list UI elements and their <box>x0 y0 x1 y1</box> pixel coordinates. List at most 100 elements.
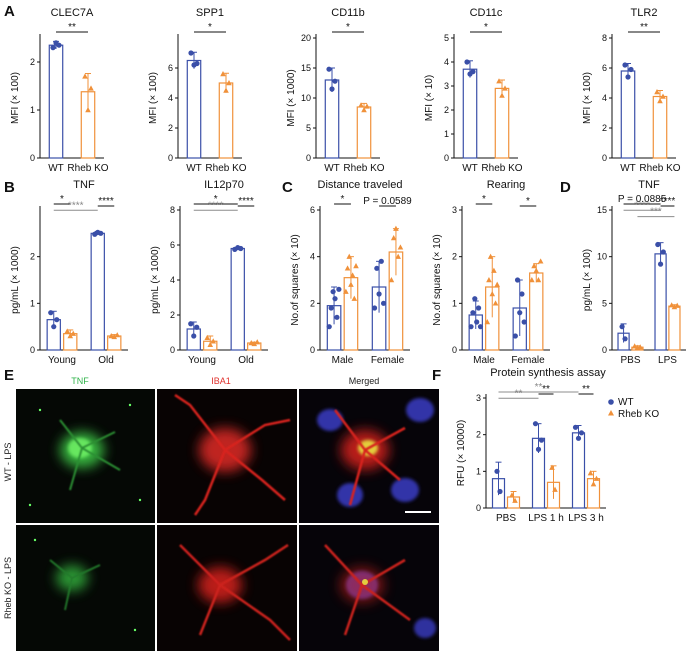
significance-label: * <box>346 22 350 33</box>
data-point <box>388 277 395 283</box>
y-tick-label: 0 <box>452 345 457 355</box>
data-point <box>578 430 585 436</box>
data-point <box>475 305 482 311</box>
panel-letter-d: D <box>560 179 571 196</box>
category-label: PBS <box>620 355 640 366</box>
data-point <box>353 263 359 269</box>
micro-col-iba1: IBA1 <box>211 376 231 386</box>
y-axis-label: pg/mL (× 1000) <box>10 246 21 314</box>
data-point <box>491 267 497 273</box>
data-point <box>380 300 387 306</box>
data-point <box>517 310 523 316</box>
data-point <box>660 249 666 255</box>
y-tick-label: 6 <box>310 205 315 215</box>
significance-label: ** <box>582 384 590 395</box>
data-point <box>56 42 62 48</box>
data-point <box>637 344 644 350</box>
y-tick-label: 0 <box>30 153 35 163</box>
data-point <box>497 488 503 495</box>
data-point <box>489 291 496 297</box>
y-tick-label: 3 <box>452 205 457 215</box>
significance-label: P = 0.0589 <box>363 196 412 207</box>
data-point <box>487 253 494 259</box>
data-point <box>470 69 476 75</box>
y-tick-label: 2 <box>444 105 449 115</box>
y-tick-label: 0 <box>170 345 175 355</box>
data-point <box>82 73 88 79</box>
chart-spp1: SPP1 0 2 4 6 MFI (× 100) WT Rheb KO * <box>148 7 247 174</box>
legend-ko-marker <box>608 410 614 416</box>
data-point <box>194 324 200 330</box>
data-point <box>519 291 525 297</box>
y-tick-label: 0 <box>444 153 449 163</box>
data-point <box>226 80 232 86</box>
bar <box>48 44 64 159</box>
data-point <box>326 324 332 330</box>
micrograph-wt-iba1 <box>157 389 297 523</box>
data-point <box>108 333 115 339</box>
y-tick-label: 0 <box>602 153 607 163</box>
data-point <box>210 338 217 344</box>
category-label: Young <box>188 355 216 366</box>
y-axis-label: MFI (× 100) <box>582 72 593 124</box>
data-point <box>512 333 518 339</box>
category-label: WT <box>186 163 202 174</box>
y-tick-label: 15 <box>301 63 311 73</box>
category-label: Rheb KO <box>67 163 108 174</box>
data-point <box>655 241 661 248</box>
y-tick-label: 2 <box>476 430 481 440</box>
data-point <box>207 341 214 347</box>
chart-cd11c: CD11c 0 1 2 3 4 5 MFI (× 10) WT Rheb KO * <box>424 7 523 174</box>
chart-title: Distance traveled <box>318 179 403 191</box>
significance-label: * <box>484 22 488 33</box>
data-point <box>98 230 104 236</box>
data-point <box>509 492 515 498</box>
data-point <box>512 497 518 503</box>
data-point <box>343 288 349 294</box>
data-point <box>477 324 484 330</box>
y-tick-label: 8 <box>602 33 607 43</box>
chart-title: SPP1 <box>196 7 224 19</box>
data-point <box>484 319 491 325</box>
category-label: Rheb KO <box>343 163 384 174</box>
category-label: Male <box>332 355 354 366</box>
data-point <box>494 281 500 287</box>
data-point <box>502 85 508 91</box>
category-label: Rheb KO <box>639 163 680 174</box>
significance-label: * <box>341 194 345 205</box>
data-point <box>654 89 660 95</box>
data-point <box>464 59 470 65</box>
y-tick-label: 0 <box>602 345 607 355</box>
category-label: Male <box>473 355 495 366</box>
legend-wt-marker <box>608 399 614 405</box>
bar <box>652 95 668 159</box>
chart-distance-traveled: Distance traveled 0 2 4 6 No.of squares (× 10… <box>290 179 412 366</box>
panel-letter-c: C <box>282 179 293 196</box>
chart-title: CLEC7A <box>51 7 94 19</box>
data-point <box>50 45 56 51</box>
data-point <box>194 60 200 67</box>
y-tick-label: 0 <box>168 153 173 163</box>
data-point <box>220 71 226 77</box>
data-point <box>188 50 194 56</box>
data-point <box>188 321 194 327</box>
data-point <box>532 421 539 427</box>
y-axis-label: pg/mL (× 1000) <box>150 246 161 314</box>
y-tick-label: 15 <box>597 205 607 215</box>
data-point <box>657 261 664 267</box>
bar <box>462 68 478 159</box>
data-point <box>395 253 401 259</box>
data-point <box>371 305 378 311</box>
y-tick-label: 4 <box>444 57 449 67</box>
y-tick-label: 2 <box>168 123 173 133</box>
data-point <box>619 324 625 330</box>
y-tick-label: 1 <box>452 298 457 308</box>
data-point <box>492 300 499 306</box>
data-point <box>251 340 258 347</box>
y-tick-label: 2 <box>30 57 35 67</box>
y-axis-label: pg/mL (× 100) <box>582 249 593 311</box>
data-point <box>628 66 634 73</box>
y-tick-label: 5 <box>444 33 449 43</box>
data-point <box>572 424 579 430</box>
